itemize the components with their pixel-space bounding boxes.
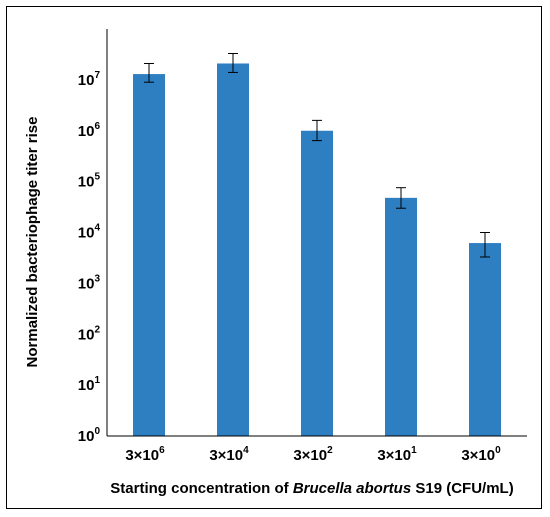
y-tick-labels: 100 101 102 103 104 105 106 107 (78, 70, 101, 445)
y-tick-label: 100 (78, 426, 101, 445)
x-tick-label: 3×102 (293, 445, 333, 464)
y-axis-title: Normalized bacteriophage titer rise (24, 117, 41, 368)
bar (469, 243, 501, 436)
y-tick-label: 102 (78, 324, 101, 343)
error-bar (228, 52, 238, 73)
bar (217, 63, 249, 437)
error-bar (312, 119, 322, 142)
error-bars-layer (144, 52, 490, 258)
error-bar (144, 62, 154, 83)
bar (385, 197, 417, 436)
x-tick-label: 3×100 (461, 445, 501, 464)
y-tick-label: 106 (78, 121, 101, 140)
error-bar (396, 187, 406, 209)
x-tick-labels: 3×106 3×104 3×102 3×101 3×100 (125, 445, 501, 464)
x-tick-label: 3×106 (125, 445, 165, 464)
y-tick-label: 104 (78, 223, 101, 242)
y-tick-label: 105 (78, 172, 101, 191)
x-tick-label: 3×104 (209, 445, 249, 464)
x-axis-title: Starting concentration of Brucella abort… (110, 480, 513, 497)
bar (301, 130, 333, 436)
x-axis-title-italic-part: Brucella abortus (293, 480, 411, 497)
x-axis-title-part-1: Starting concentration of (110, 480, 293, 497)
y-tick-label: 107 (78, 70, 101, 89)
bars-layer (133, 63, 501, 437)
bar (133, 74, 165, 437)
chart-frame (6, 6, 542, 509)
error-bar (480, 232, 490, 258)
y-tick-label: 101 (78, 375, 101, 394)
y-tick-label: 103 (78, 273, 101, 292)
x-tick-label: 3×101 (377, 445, 417, 464)
x-axis-title-part-3: S19 (CFU/mL) (411, 480, 514, 497)
